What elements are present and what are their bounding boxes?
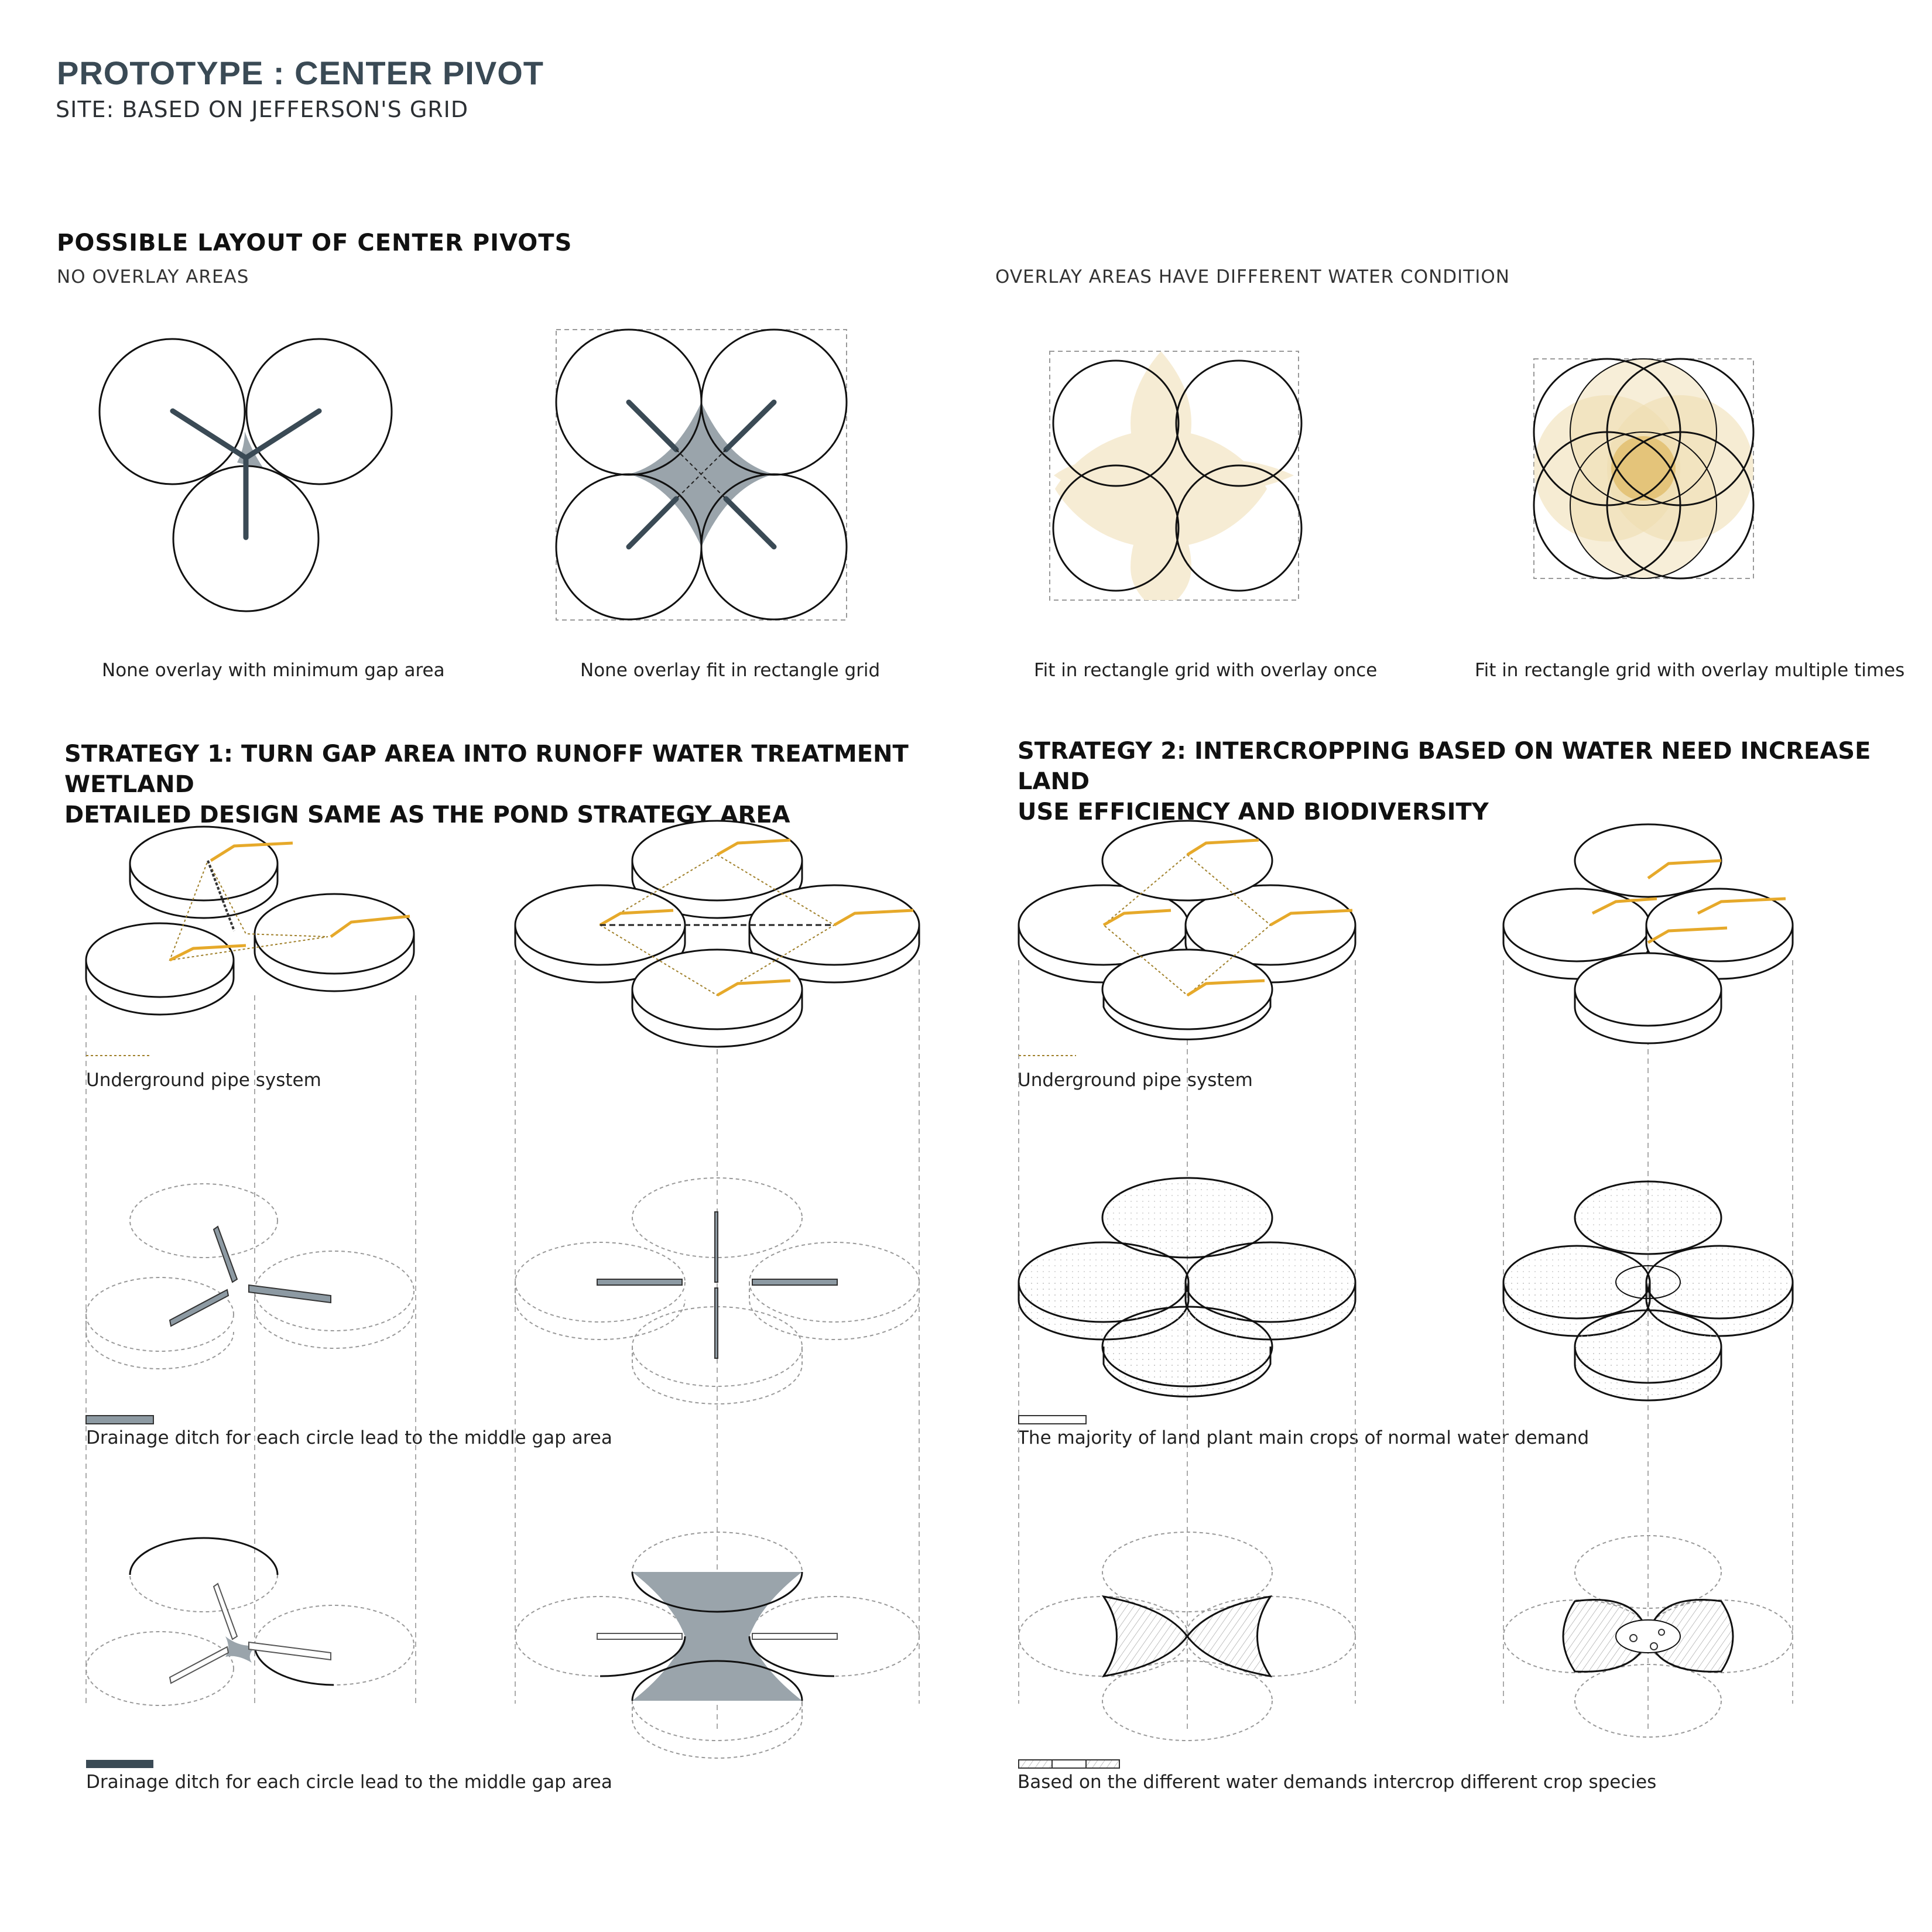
layout-1-three-pivots — [98, 338, 393, 612]
page-subtitle: SITE: BASED ON JEFFERSON'S GRID — [56, 97, 469, 122]
s1-legend-gap: Drainage ditch for each circle lead to t… — [86, 1772, 612, 1793]
strategy2-title: STRATEGY 2: INTERCROPPING BASED ON WATER… — [1018, 736, 1931, 827]
s2-pivots-overlay-multiple — [1502, 823, 1794, 1044]
projection-guides — [85, 960, 1793, 1733]
s1-pivots-three — [85, 825, 415, 1016]
layout-3-overlay-once — [1036, 351, 1303, 601]
s2-legend-pipe: Underground pipe system — [1018, 1070, 1253, 1091]
s2-intercrop-multiple — [1503, 1535, 1793, 1738]
s1-ditch-three — [85, 1183, 415, 1369]
layout-caption-3: Fit in rectangle grid with overlay once — [1034, 660, 1378, 681]
layouts-title: POSSIBLE LAYOUT OF CENTER PIVOTS — [57, 229, 573, 256]
s1-legend-pipe: Underground pipe system — [86, 1070, 321, 1091]
s2-pivots-overlay-once — [1018, 820, 1356, 1040]
no-overlay-label: NO OVERLAY AREAS — [57, 266, 249, 287]
s1-gap-swatch — [86, 1760, 153, 1768]
s2-intercrop-swatch — [1018, 1759, 1120, 1769]
s1-ditch-four — [515, 1177, 920, 1405]
s2-main-crops-once — [1018, 1177, 1356, 1397]
s2-main-crops-multiple — [1502, 1180, 1794, 1402]
layout-caption-4: Fit in rectangle grid with overlay multi… — [1475, 660, 1905, 681]
strategy1-title-line1: STRATEGY 1: TURN GAP AREA INTO RUNOFF WA… — [64, 741, 909, 798]
layout-2-four-pivots-grid — [555, 328, 848, 621]
s1-pivots-four — [514, 820, 920, 1048]
s1-ditch-swatch — [85, 1415, 154, 1424]
s2-intercrop-once — [1018, 1532, 1356, 1741]
s1-gap-four — [515, 1532, 920, 1759]
page-title: PROTOTYPE : CENTER PIVOT — [57, 54, 544, 91]
layout-caption-1: None overlay with minimum gap area — [102, 660, 445, 681]
strategy1-title-line2: DETAILED DESIGN SAME AS THE POND STRATEG… — [64, 801, 790, 828]
overlay-label: OVERLAY AREAS HAVE DIFFERENT WATER CONDI… — [995, 266, 1510, 287]
strategy2-title-line1: STRATEGY 2: INTERCROPPING BASED ON WATER… — [1018, 738, 1871, 795]
s1-gap-three — [85, 1537, 415, 1706]
layout-4-overlay-multiple — [1533, 358, 1755, 580]
strategy2-title-line2: USE EFFICIENCY AND BIODIVERSITY — [1018, 799, 1489, 825]
s2-main-crops-swatch — [1018, 1415, 1087, 1424]
s2-legend-main-crops: The majority of land plant main crops of… — [1018, 1427, 1590, 1448]
strategy1-title: STRATEGY 1: TURN GAP AREA INTO RUNOFF WA… — [64, 739, 978, 830]
s1-legend-ditch: Drainage ditch for each circle lead to t… — [86, 1427, 612, 1448]
layout-caption-2: None overlay fit in rectangle grid — [580, 660, 881, 681]
s2-legend-intercrop: Based on the different water demands int… — [1018, 1772, 1657, 1793]
